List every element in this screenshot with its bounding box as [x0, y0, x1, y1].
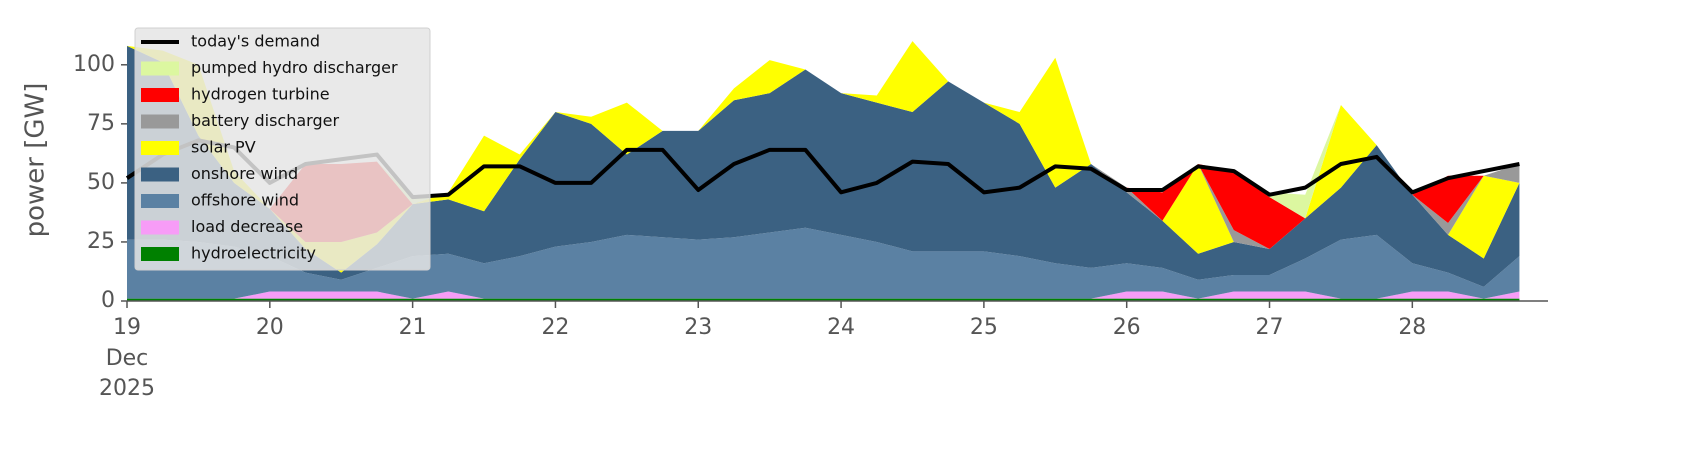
y-axis-label: power [GW]	[21, 83, 51, 238]
legend-label: today's demand	[191, 32, 320, 51]
legend-swatch	[141, 194, 179, 208]
area	[127, 41, 1520, 273]
x-tick-label: 22	[541, 315, 569, 340]
x-tick-label: 25	[970, 315, 998, 340]
legend-box	[134, 27, 431, 271]
legend-label: hydrogen turbine	[191, 85, 330, 104]
y-tick-label: 25	[87, 229, 115, 254]
legend-swatch	[141, 167, 179, 182]
x-tick-sublabel: 2025	[99, 376, 155, 401]
x-tick-sublabel: Dec	[106, 346, 149, 371]
area	[127, 227, 1520, 299]
y-tick-label: 100	[73, 52, 115, 77]
y-tick-label: 50	[87, 170, 115, 195]
legend-swatch	[141, 61, 179, 76]
area	[127, 291, 1520, 299]
x-tick-label: 19	[113, 315, 141, 340]
legend: today's demand pumped hydro discharger hyd…	[134, 27, 431, 271]
x-tick-label: 26	[1113, 315, 1141, 340]
x-tick-label: 28	[1398, 315, 1426, 340]
legend-label: pumped hydro discharger	[191, 58, 398, 77]
legend-label: load decrease	[191, 217, 303, 236]
x-tick-label: 20	[256, 315, 284, 340]
legend-label: offshore wind	[191, 191, 299, 210]
plot-area	[125, 41, 1520, 301]
legend-swatch	[141, 114, 179, 129]
legend-swatch	[141, 247, 179, 261]
x-tick-label: 24	[827, 315, 855, 340]
legend-label: onshore wind	[191, 164, 298, 183]
x-tick-label: 23	[684, 315, 712, 340]
y-tick-label: 75	[87, 111, 115, 136]
legend-swatch	[141, 141, 179, 155]
x-tick-label: 27	[1256, 315, 1284, 340]
legend-label: battery discharger	[191, 111, 339, 130]
x-tick-label: 21	[399, 315, 427, 340]
area	[127, 41, 1520, 250]
y-tick-label: 0	[101, 288, 115, 313]
legend-swatch	[141, 88, 179, 102]
area	[127, 45, 1520, 287]
legend-label: solar PV	[191, 138, 256, 157]
legend-swatch	[141, 220, 179, 235]
legend-label: hydroelectricity	[191, 244, 316, 263]
